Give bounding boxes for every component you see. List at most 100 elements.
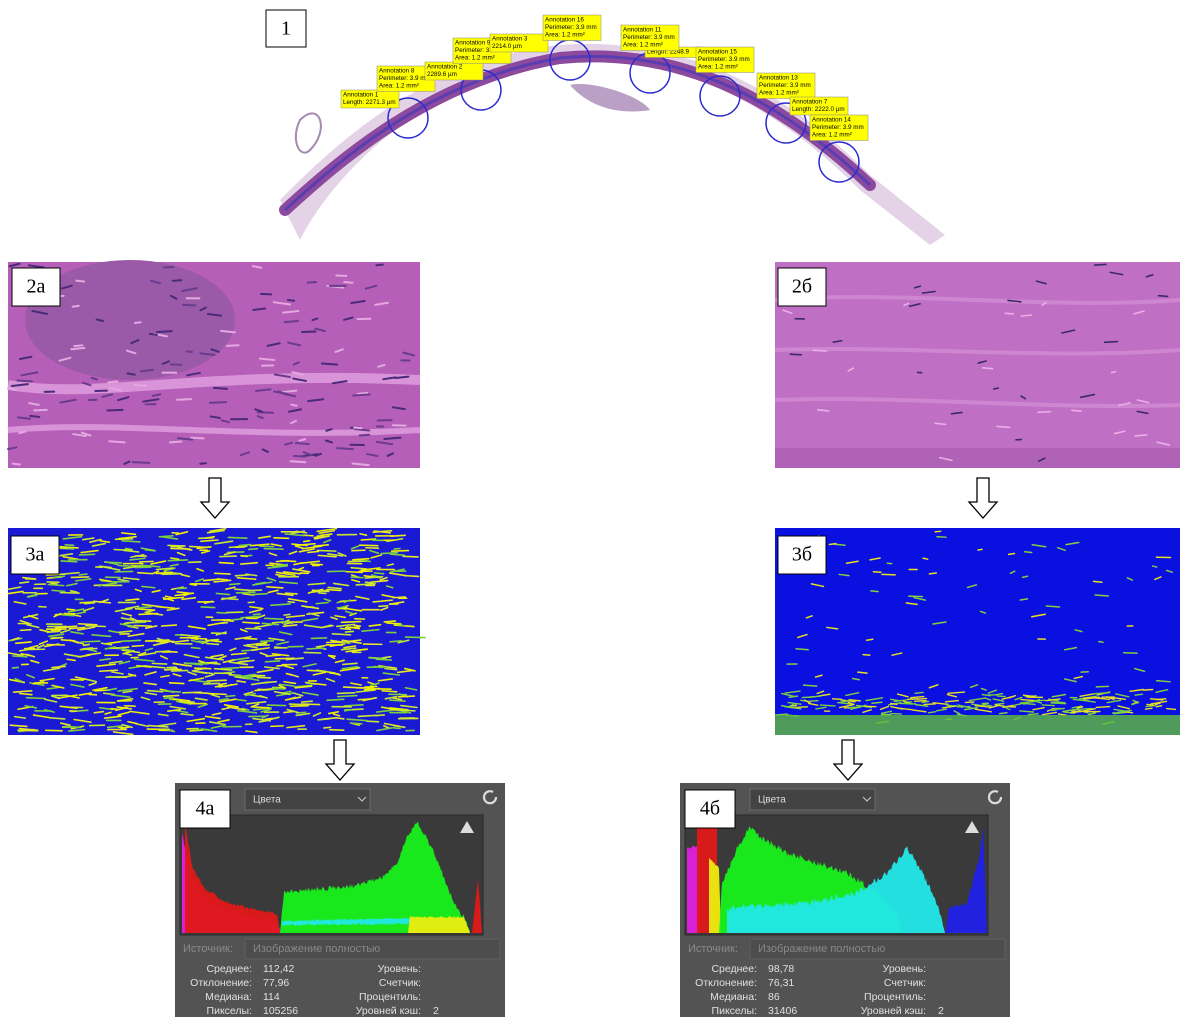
texture-stroke [867, 639, 873, 640]
texture-stroke [164, 641, 170, 642]
annotation-text: 2289.6 µm [427, 71, 457, 78]
texture-stroke [1057, 708, 1064, 709]
stat-value: 112,42 [263, 963, 294, 975]
texture-stroke [264, 682, 277, 683]
texture-stroke [997, 426, 1010, 427]
stat-label: Счетчик: [379, 977, 421, 989]
texture-stroke [872, 702, 882, 703]
panel-label: 2б [792, 276, 812, 298]
texture-stroke [1095, 595, 1108, 596]
texture-stroke [1051, 703, 1065, 704]
texture-stroke [135, 322, 141, 323]
texture-stroke [217, 613, 226, 614]
texture-stroke [13, 656, 27, 657]
texture-stroke [1009, 553, 1015, 554]
texture-stroke [393, 597, 405, 598]
texture-stroke [65, 545, 73, 546]
texture-stroke [871, 591, 878, 592]
texture-stroke [227, 612, 243, 613]
texture-stroke [83, 648, 92, 649]
texture-stroke [1042, 705, 1054, 706]
texture-stroke [243, 622, 259, 623]
texture-stroke [337, 448, 353, 449]
texture-stroke [207, 680, 226, 681]
panel-2a-image [8, 260, 420, 468]
texture-stroke [384, 621, 395, 622]
texture-stroke [265, 661, 279, 662]
texture-stroke [1028, 714, 1038, 715]
texture-stroke [1084, 697, 1096, 698]
texture-stroke [107, 410, 122, 411]
texture-stroke [226, 696, 235, 697]
texture-stroke [105, 562, 122, 563]
texture-stroke [863, 655, 870, 656]
annotation-text: Perimeter: 3.9 mm [545, 24, 597, 31]
source-value: Изображение полностью [253, 943, 380, 955]
texture-stroke [387, 623, 401, 624]
texture-stroke [344, 705, 363, 706]
annotation-text: Area: 1.2 mm² [379, 83, 419, 90]
stat-label: Пикселы: [712, 1005, 757, 1017]
texture-stroke [235, 589, 250, 590]
texture-stroke [1072, 410, 1081, 411]
texture-stroke [20, 630, 31, 631]
texture-stroke [350, 723, 361, 724]
texture-stroke [353, 394, 370, 395]
texture-stroke [337, 693, 354, 694]
texture-stroke [52, 590, 65, 591]
texture-stroke [900, 703, 916, 704]
texture-stroke [324, 727, 331, 728]
panel-3b-image [775, 528, 1180, 735]
texture-stroke [220, 556, 236, 557]
texture-stroke [271, 726, 283, 727]
texture-stroke [318, 719, 330, 720]
annotation-text: Annotation 3 [492, 36, 528, 43]
texture-stroke [345, 710, 352, 711]
texture-stroke [241, 556, 247, 557]
texture-stroke [200, 463, 206, 464]
texture-stroke [399, 696, 415, 697]
texture-stroke [50, 718, 65, 719]
texture-stroke [122, 541, 140, 542]
texture-stroke [294, 456, 305, 457]
texture-stroke [1038, 412, 1050, 413]
texture-stroke [1147, 704, 1153, 705]
texture-stroke [1153, 566, 1157, 567]
texture-stroke [139, 614, 157, 615]
stat-value: 31406 [768, 1005, 797, 1017]
texture-stroke [260, 359, 274, 360]
texture-stroke [1167, 709, 1176, 710]
texture-stroke [849, 707, 854, 708]
texture-stroke [218, 579, 228, 580]
texture-stroke [178, 438, 192, 439]
texture-stroke [364, 687, 376, 688]
texture-stroke [1112, 372, 1116, 373]
texture-stroke [923, 558, 928, 559]
texture-stroke [356, 584, 375, 585]
texture-stroke [228, 537, 247, 538]
texture-stroke [796, 649, 808, 650]
texture-stroke [1088, 713, 1095, 714]
texture-stroke [219, 563, 233, 564]
texture-stroke [366, 582, 373, 583]
texture-stroke [60, 626, 77, 627]
texture-stroke [156, 572, 172, 573]
texture-stroke [367, 721, 379, 722]
stat-label: Уровень: [883, 963, 926, 975]
annotation-text: Annotation 2 [427, 64, 463, 71]
texture-stroke [1145, 708, 1152, 709]
texture-stroke [190, 584, 196, 585]
texture-stroke [138, 607, 151, 608]
texture-stroke [1000, 713, 1007, 714]
texture-stroke [248, 590, 261, 591]
histogram-shape [408, 916, 470, 933]
texture-stroke [249, 549, 258, 550]
texture-stroke [1158, 296, 1167, 297]
texture-stroke [30, 416, 39, 417]
texture-stroke [302, 701, 313, 702]
texture-stroke [403, 556, 418, 557]
texture-stroke [1099, 642, 1103, 643]
annotation-text: Area: 1.2 mm² [455, 55, 495, 62]
texture-stroke [168, 560, 187, 561]
texture-stroke [80, 554, 95, 555]
